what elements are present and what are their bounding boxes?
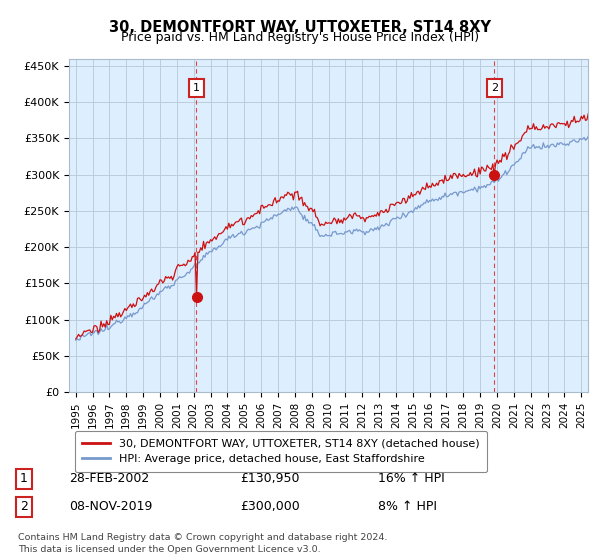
Text: 1: 1 [20,472,28,486]
Text: 2: 2 [491,83,498,93]
Text: 16% ↑ HPI: 16% ↑ HPI [378,472,445,486]
Text: 30, DEMONTFORT WAY, UTTOXETER, ST14 8XY: 30, DEMONTFORT WAY, UTTOXETER, ST14 8XY [109,20,491,35]
Text: Price paid vs. HM Land Registry's House Price Index (HPI): Price paid vs. HM Land Registry's House … [121,31,479,44]
Text: £300,000: £300,000 [240,500,300,514]
Text: 2: 2 [20,500,28,514]
Legend: 30, DEMONTFORT WAY, UTTOXETER, ST14 8XY (detached house), HPI: Average price, de: 30, DEMONTFORT WAY, UTTOXETER, ST14 8XY … [74,431,487,472]
Text: 8% ↑ HPI: 8% ↑ HPI [378,500,437,514]
Text: Contains HM Land Registry data © Crown copyright and database right 2024.
This d: Contains HM Land Registry data © Crown c… [18,533,388,554]
Text: £130,950: £130,950 [240,472,299,486]
Text: 28-FEB-2002: 28-FEB-2002 [69,472,149,486]
Text: 1: 1 [193,83,200,93]
Text: 08-NOV-2019: 08-NOV-2019 [69,500,152,514]
